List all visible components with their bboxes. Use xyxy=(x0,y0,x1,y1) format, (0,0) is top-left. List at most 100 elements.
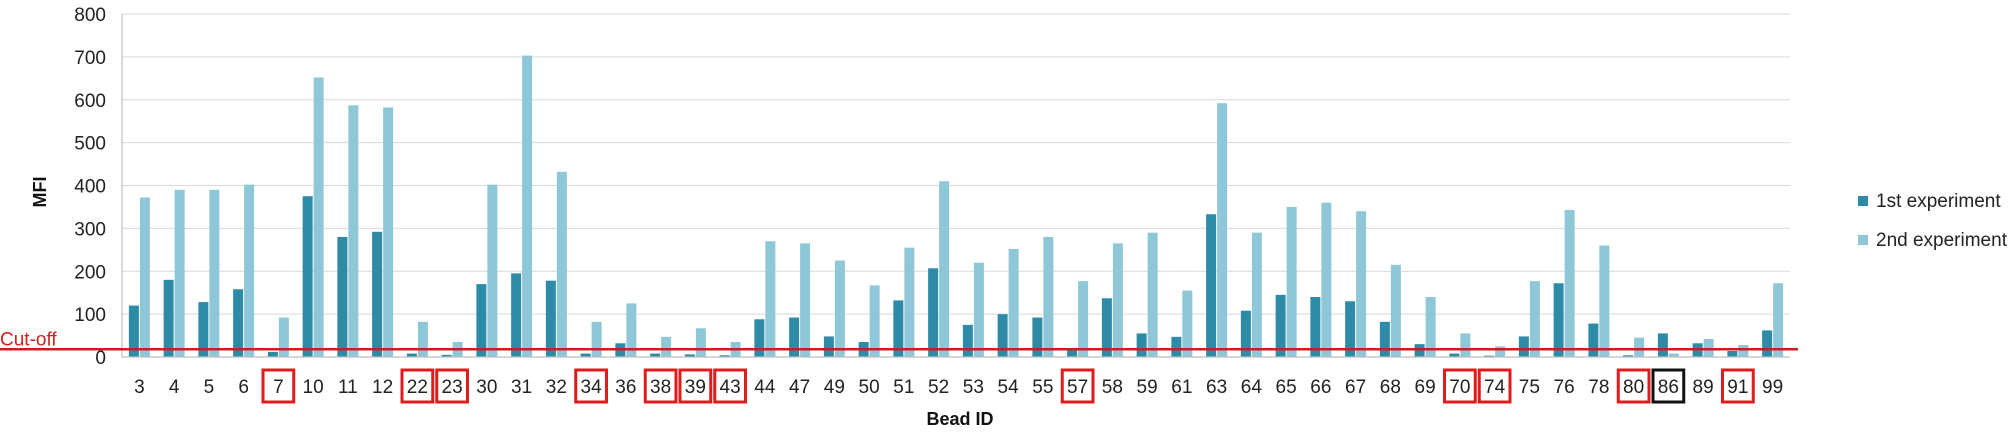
x-tick-label: 11 xyxy=(338,377,358,398)
bar-2nd-experiment xyxy=(1460,333,1471,357)
x-tick-label: 70 xyxy=(1449,377,1470,398)
bar-1st-experiment xyxy=(1310,296,1321,357)
x-tick-label: 68 xyxy=(1380,377,1401,398)
bar-2nd-experiment xyxy=(1008,248,1019,357)
x-tick-label: 99 xyxy=(1762,377,1783,398)
bar-2nd-experiment xyxy=(1738,344,1749,357)
bar-2nd-experiment xyxy=(1703,338,1714,357)
bar-1st-experiment xyxy=(1379,321,1390,357)
bar-2nd-experiment xyxy=(1078,281,1089,357)
x-tick-label: 61 xyxy=(1171,377,1192,398)
bar-1st-experiment xyxy=(302,196,313,357)
x-tick-label: 4 xyxy=(169,377,180,398)
legend-swatch xyxy=(1858,235,1868,245)
x-tick-label: 53 xyxy=(963,377,984,398)
bar-2nd-experiment xyxy=(174,189,185,357)
x-tick-label: 12 xyxy=(372,377,393,398)
bar-1st-experiment xyxy=(337,236,348,357)
bar-1st-experiment xyxy=(962,324,973,357)
bar-2nd-experiment xyxy=(661,336,672,357)
bars xyxy=(128,55,1784,358)
bar-1st-experiment xyxy=(267,351,278,357)
bar-2nd-experiment xyxy=(209,189,220,357)
x-tick-label: 47 xyxy=(789,377,810,398)
bar-1st-experiment xyxy=(511,273,522,357)
bar-2nd-experiment xyxy=(1043,236,1054,357)
x-tick-label: 49 xyxy=(824,377,845,398)
x-tick-label: 86 xyxy=(1658,377,1679,398)
bar-1st-experiment xyxy=(1449,353,1460,357)
bar-2nd-experiment xyxy=(695,328,706,357)
highlight-box xyxy=(1060,368,1095,404)
cutoff-label: Cut-off xyxy=(0,329,57,350)
x-tick-label: 51 xyxy=(893,377,914,398)
bar-1st-experiment xyxy=(1067,348,1078,357)
x-axis-title: Bead ID xyxy=(926,409,993,429)
x-tick-label: 22 xyxy=(407,377,428,398)
bar-1st-experiment xyxy=(754,319,765,357)
x-tick-label: 69 xyxy=(1415,377,1436,398)
x-tick-label: 59 xyxy=(1137,377,1158,398)
y-tick-label: 300 xyxy=(74,219,106,240)
bar-1st-experiment xyxy=(1518,336,1529,357)
bar-2nd-experiment xyxy=(487,184,498,357)
bar-1st-experiment xyxy=(1171,336,1182,357)
bar-1st-experiment xyxy=(1032,317,1043,357)
x-tick-label: 58 xyxy=(1102,377,1123,398)
bar-2nd-experiment xyxy=(522,55,533,358)
highlight-box xyxy=(1651,368,1686,404)
x-tick-label: 5 xyxy=(204,377,215,398)
y-tick-label: 600 xyxy=(74,91,106,112)
bar-2nd-experiment xyxy=(1564,209,1575,357)
bar-1st-experiment xyxy=(1101,298,1112,357)
bar-1st-experiment xyxy=(928,268,939,357)
x-tick-label: 55 xyxy=(1032,377,1053,398)
bar-2nd-experiment xyxy=(1529,281,1540,357)
bar-2nd-experiment xyxy=(1390,264,1401,357)
bar-1st-experiment xyxy=(1623,355,1634,357)
x-tick-label: 80 xyxy=(1623,377,1644,398)
bar-1st-experiment xyxy=(233,289,244,357)
bar-1st-experiment xyxy=(650,353,661,357)
highlight-box xyxy=(1616,368,1651,404)
y-tick-label: 200 xyxy=(74,262,106,283)
bar-1st-experiment xyxy=(1345,301,1356,357)
bar-2nd-experiment xyxy=(1773,283,1784,357)
y-tick-label: 800 xyxy=(74,5,106,26)
bar-2nd-experiment xyxy=(556,171,567,357)
bar-2nd-experiment xyxy=(939,181,950,357)
highlight-box xyxy=(713,368,747,404)
bar-2nd-experiment xyxy=(1321,202,1332,357)
bar-1st-experiment xyxy=(476,284,487,357)
x-tick-label: 30 xyxy=(476,377,497,398)
x-tick-label: 31 xyxy=(511,377,532,398)
x-tick-label: 32 xyxy=(546,377,567,398)
bar-2nd-experiment xyxy=(834,260,845,357)
x-tick-label: 23 xyxy=(442,377,463,398)
bar-2nd-experiment xyxy=(1356,211,1367,357)
x-tick-label: 74 xyxy=(1484,377,1506,398)
bar-1st-experiment xyxy=(893,300,904,357)
highlight-box xyxy=(574,368,608,404)
bar-2nd-experiment xyxy=(417,321,428,357)
legend-swatch xyxy=(1858,196,1868,206)
bar-2nd-experiment xyxy=(869,285,880,357)
x-tick-label: 7 xyxy=(273,377,284,398)
bar-1st-experiment xyxy=(997,314,1008,357)
bar-1st-experiment xyxy=(789,317,800,357)
bar-1st-experiment xyxy=(1553,283,1564,357)
x-tick-label: 34 xyxy=(581,377,603,398)
bar-1st-experiment xyxy=(198,302,209,357)
x-tick-label: 64 xyxy=(1241,377,1263,398)
x-tick-label: 50 xyxy=(859,377,880,398)
x-tick-label: 36 xyxy=(615,377,636,398)
x-tick-label: 76 xyxy=(1554,377,1575,398)
bar-2nd-experiment xyxy=(904,247,915,357)
bar-1st-experiment xyxy=(580,353,591,357)
x-tick-label: 65 xyxy=(1276,377,1297,398)
bar-1st-experiment xyxy=(684,354,695,357)
bar-2nd-experiment xyxy=(1495,346,1506,357)
bar-1st-experiment xyxy=(1588,323,1599,357)
bar-2nd-experiment xyxy=(1599,245,1610,357)
